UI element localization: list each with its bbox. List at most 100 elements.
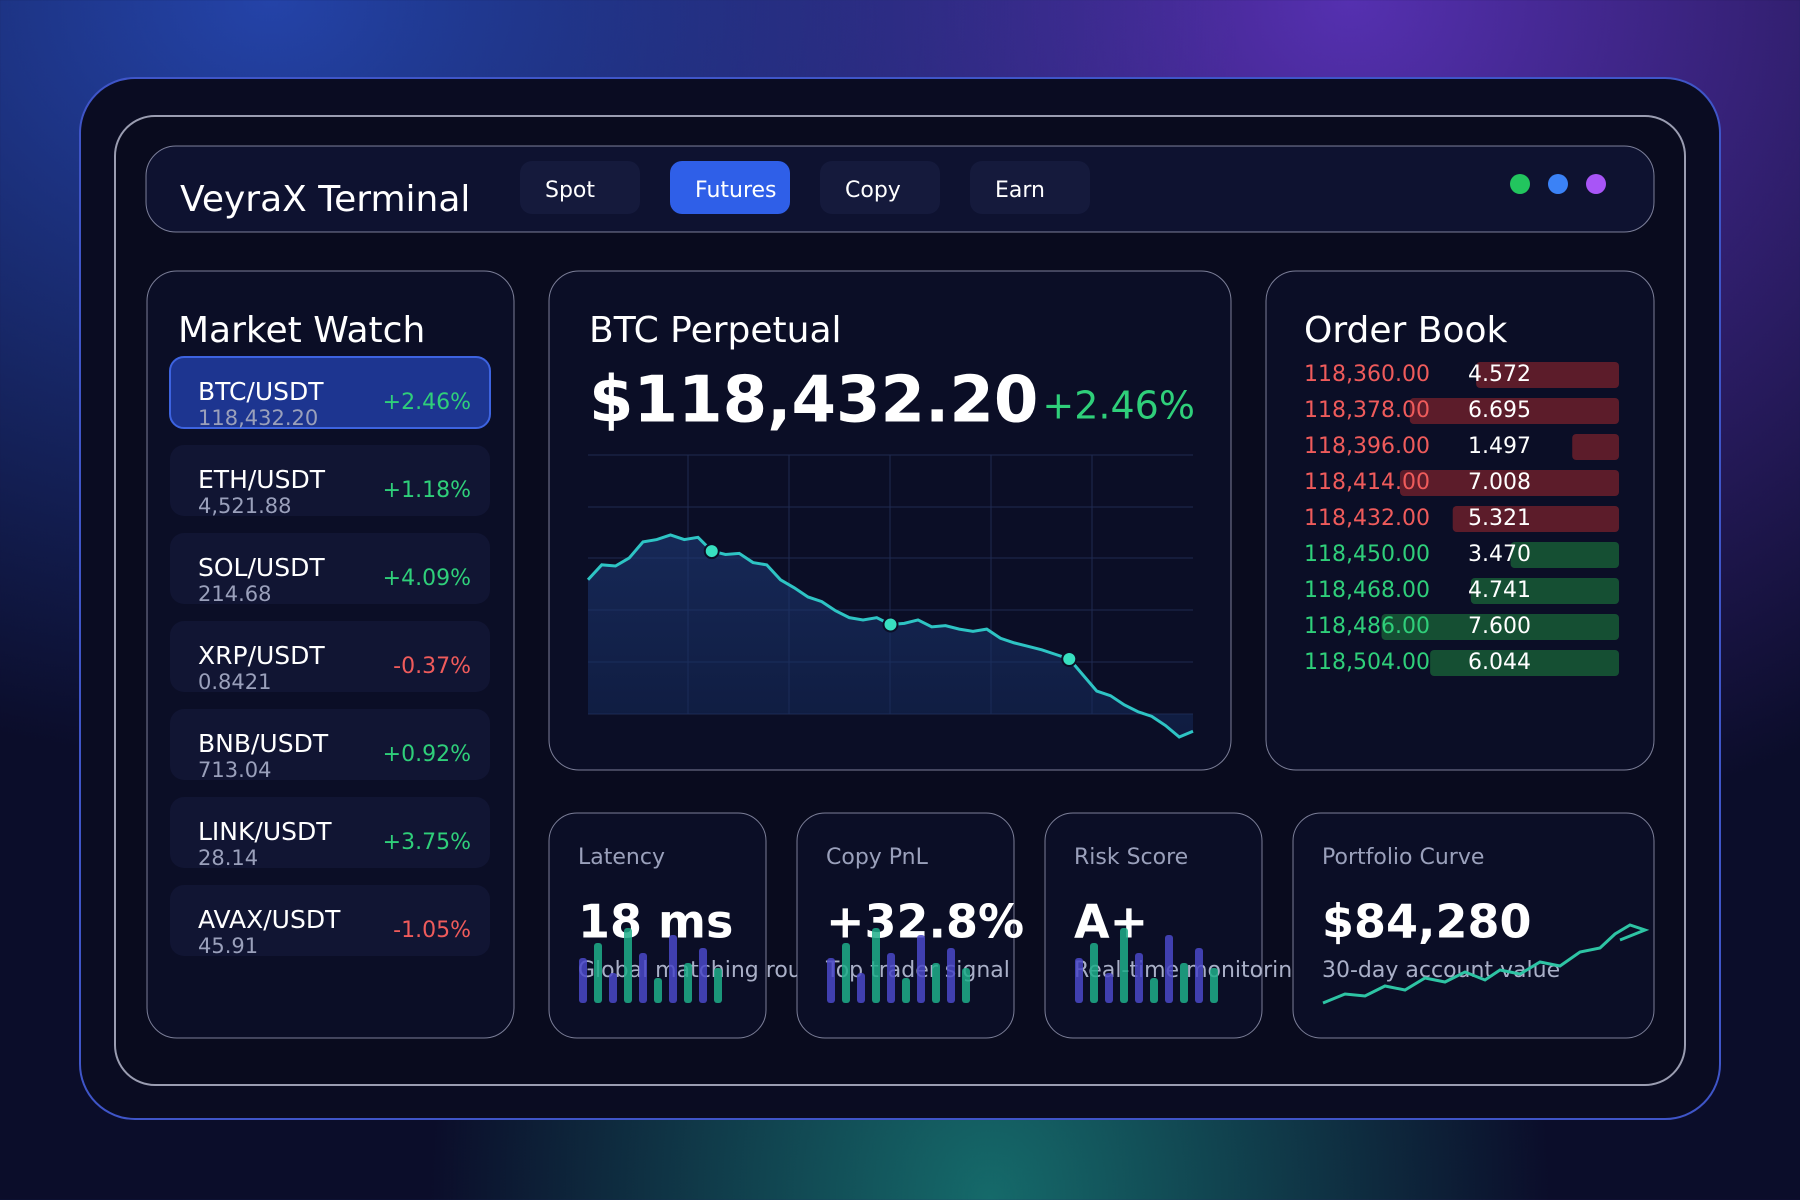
ob-size: 3.470 — [1468, 542, 1531, 567]
market-row[interactable] — [170, 797, 490, 868]
mini-bar — [1135, 953, 1143, 1003]
pair: BTC/USDT — [198, 377, 324, 406]
market-row[interactable] — [170, 621, 490, 692]
ob-price: 118,378.00 — [1304, 398, 1430, 423]
tab[interactable] — [520, 161, 640, 214]
ob-size: 7.600 — [1468, 614, 1531, 639]
card-sub: 30-day account value — [1322, 958, 1560, 983]
card-label: Copy PnL — [826, 845, 929, 870]
ob-size: 5.321 — [1468, 506, 1531, 531]
pair: LINK/USDT — [198, 817, 332, 846]
depth-bar — [1400, 470, 1619, 496]
pair: BNB/USDT — [198, 729, 329, 758]
stat-card — [1292, 812, 1655, 1039]
mini-bar — [1090, 943, 1098, 1003]
mini-bar — [1105, 973, 1113, 1003]
mini-bar — [902, 978, 910, 1003]
pair: XRP/USDT — [198, 641, 325, 670]
tab[interactable] — [670, 161, 790, 214]
tab[interactable] — [820, 161, 940, 214]
status-dot — [1548, 174, 1568, 194]
mini-bar — [842, 943, 850, 1003]
depth-bar — [1572, 434, 1619, 460]
mini-bar — [917, 935, 925, 1003]
ob-size: 4.741 — [1468, 578, 1531, 603]
mini-bar — [887, 953, 895, 1003]
market-row[interactable] — [170, 445, 490, 516]
mini-bar — [639, 953, 647, 1003]
pair-price: 45.91 — [198, 934, 258, 958]
mini-bar — [669, 935, 677, 1003]
stat-card — [796, 812, 1015, 1039]
mini-bar — [714, 968, 722, 1003]
ob-size: 6.044 — [1468, 650, 1531, 675]
tab-label[interactable]: Earn — [995, 178, 1045, 203]
ob-price: 118,414.00 — [1304, 470, 1430, 495]
tab[interactable] — [970, 161, 1090, 214]
pair-change: +0.92% — [383, 742, 471, 767]
depth-bar — [1430, 650, 1619, 676]
ob-price: 118,468.00 — [1304, 578, 1430, 603]
tab-label[interactable]: Copy — [845, 178, 901, 203]
market-row[interactable] — [169, 356, 491, 429]
depth-bar — [1470, 578, 1619, 604]
mini-bar — [1120, 928, 1128, 1003]
card-label: Risk Score — [1074, 845, 1188, 870]
portfolio-sparkline — [1322, 923, 1650, 1005]
pair-price: 28.14 — [198, 846, 258, 870]
ob-size: 6.695 — [1468, 398, 1531, 423]
card-label: Latency — [578, 845, 665, 870]
app-title: VeyraX Terminal — [180, 179, 470, 220]
card-value: $84,280 — [1322, 895, 1532, 949]
mini-bar — [827, 958, 835, 1003]
mini-bar — [857, 973, 865, 1003]
mini-bar — [1075, 958, 1083, 1003]
mini-bar — [609, 973, 617, 1003]
market-row[interactable] — [170, 709, 490, 780]
pair-change: +1.18% — [383, 478, 471, 503]
ob-size: 7.008 — [1468, 470, 1531, 495]
pair-price: 0.8421 — [198, 670, 271, 694]
pair: AVAX/USDT — [198, 905, 341, 934]
mini-bar — [579, 958, 587, 1003]
pair-price: 713.04 — [198, 758, 271, 782]
depth-bar — [1476, 362, 1619, 388]
ob-size: 1.497 — [1468, 434, 1531, 459]
panel-title: Order Book — [1304, 310, 1507, 351]
market-row[interactable] — [170, 885, 490, 956]
price-change: +2.46% — [1042, 384, 1195, 428]
card-value: 18 ms — [578, 895, 733, 949]
pair-change: +2.46% — [383, 390, 471, 415]
card-value: A+ — [1074, 895, 1148, 949]
tab-label[interactable]: Futures — [695, 178, 777, 203]
mini-bar — [1195, 948, 1203, 1003]
mini-bar — [624, 928, 632, 1003]
pair-price: 118,432.20 — [198, 406, 318, 430]
card-value: +32.8% — [826, 895, 1024, 949]
mini-bar — [699, 948, 707, 1003]
chart-marker — [1061, 650, 1078, 667]
mini-bar — [1150, 978, 1158, 1003]
market-row[interactable] — [170, 533, 490, 604]
ob-size: 4.572 — [1468, 362, 1531, 387]
depth-bar — [1452, 506, 1619, 532]
depth-bar — [1510, 542, 1619, 568]
ob-price: 118,396.00 — [1304, 434, 1430, 459]
ob-price: 118,486.00 — [1304, 614, 1430, 639]
mini-bar — [594, 943, 602, 1003]
stat-card — [548, 812, 767, 1039]
mini-bar — [932, 963, 940, 1003]
price: $118,432.20 — [589, 364, 1038, 438]
pair-change: -0.37% — [393, 654, 471, 679]
ob-price: 118,360.00 — [1304, 362, 1430, 387]
mini-bar — [1210, 968, 1218, 1003]
ob-price: 118,450.00 — [1304, 542, 1430, 567]
tab-label[interactable]: Spot — [545, 178, 595, 203]
mini-bar — [654, 978, 662, 1003]
pair: SOL/USDT — [198, 553, 325, 582]
status-dot — [1586, 174, 1606, 194]
chart-marker — [882, 616, 899, 633]
ob-price: 118,432.00 — [1304, 506, 1430, 531]
pair-change: -1.05% — [393, 918, 471, 943]
